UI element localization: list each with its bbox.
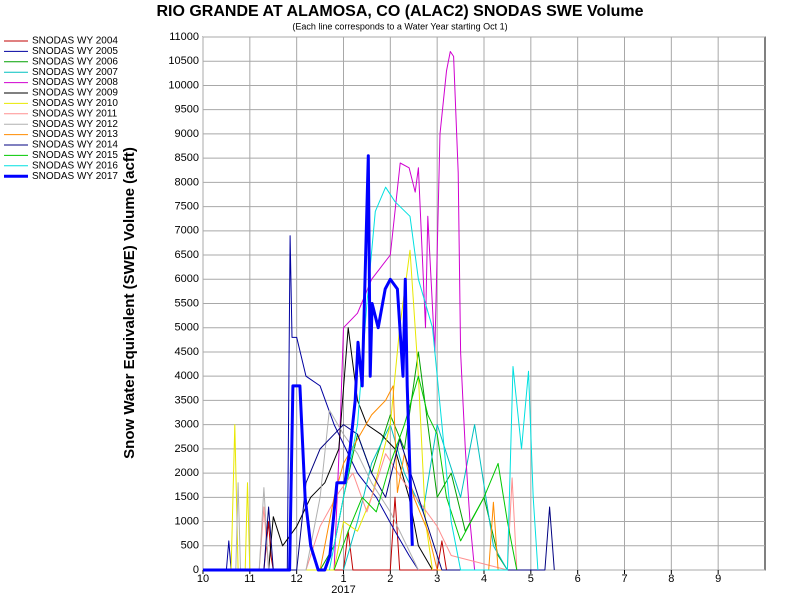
y-tick-label: 2000 [175,467,199,479]
y-tick-label: 3000 [175,419,199,431]
y-tick-label: 6500 [175,249,199,261]
x-tick-label: 12 [291,573,303,585]
x-tick-label: 2 [387,573,393,585]
y-tick-label: 10000 [168,79,199,91]
legend-label: SNODAS WY 2008 [32,77,118,88]
series-line [268,327,433,571]
legend-label: SNODAS WY 2004 [32,36,118,47]
x-tick-label: 8 [668,573,674,585]
x-tick-label: 5 [528,573,534,585]
y-tick-label: 10500 [168,55,199,67]
legend-label: SNODAS WY 2012 [32,119,118,130]
legend-label: SNODAS WY 2005 [32,46,118,57]
x-tick-label: 1 [340,573,346,585]
y-tick-label: 1000 [175,515,199,527]
y-tick-label: 6000 [175,273,199,285]
chart-subtitle: (Each line corresponds to a Water Year s… [292,21,507,31]
y-tick-label: 9500 [175,104,199,116]
y-tick-label: 9000 [175,128,199,140]
series-line [263,496,447,571]
series-line [203,154,414,572]
legend-label: SNODAS WY 2011 [32,108,118,119]
legend-label: SNODAS WY 2006 [32,56,118,67]
series-line [263,424,555,571]
legend-label: SNODAS WY 2013 [32,129,118,140]
y-tick-label: 1500 [175,491,199,503]
legend-label: SNODAS WY 2007 [32,67,118,78]
legend-label: SNODAS WY 2010 [32,98,118,109]
year-label: 2017 [331,584,355,596]
x-tick-label: 11 [244,573,255,585]
legend-label: SNODAS WY 2015 [32,150,118,161]
y-tick-label: 7500 [175,200,199,212]
legend-label: SNODAS WY 2009 [32,88,118,99]
y-tick-label: 8000 [175,176,199,188]
series-line [333,375,518,571]
x-tick-label: 3 [434,573,440,585]
y-tick-label: 8500 [175,152,199,164]
legend-label: SNODAS WY 2014 [32,140,118,151]
y-tick-label: 0 [193,564,199,576]
legend-label: SNODAS WY 2016 [32,160,118,171]
y-tick-label: 5000 [175,322,199,334]
y-tick-label: 3500 [175,394,199,406]
x-tick-label: 7 [621,573,627,585]
x-tick-label: 4 [481,573,487,585]
y-tick-label: 500 [181,540,199,552]
y-tick-label: 2500 [175,443,199,455]
chart-title: RIO GRANDE AT ALAMOSA, CO (ALAC2) SNODAS… [156,3,643,20]
series-line [328,186,539,571]
x-tick-label: 10 [197,573,209,585]
y-tick-label: 11000 [169,31,199,43]
y-tick-label: 5500 [175,297,199,309]
y-tick-label: 7000 [175,225,199,237]
y-tick-label: 4500 [175,346,199,358]
x-tick-label: 6 [575,573,581,585]
legend-label: SNODAS WY 2017 [32,171,118,182]
y-tick-label: 4000 [175,370,199,382]
y-axis-label: Snow Water Equivalent (SWE) Volume (acft… [121,147,138,459]
x-tick-label: 9 [715,573,721,585]
series-line [333,51,476,571]
